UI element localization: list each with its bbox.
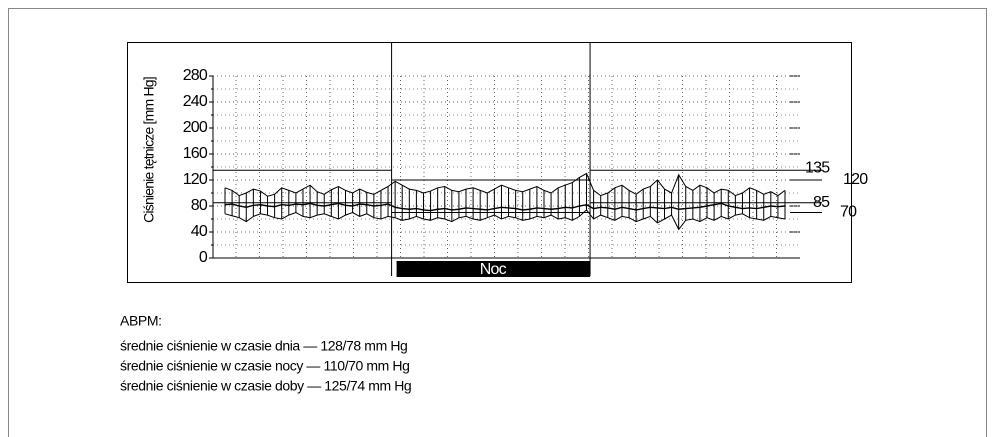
reference-label: 70 <box>840 204 857 221</box>
reference-label: 85 <box>813 194 830 211</box>
series-line <box>224 202 786 212</box>
y-tick-label: 120 <box>183 171 208 188</box>
y-axis-label: Ciśnienie tętnicze [mm Hg] <box>141 77 157 223</box>
y-tick-label: 0 <box>199 249 208 266</box>
panel-border <box>8 8 987 437</box>
y-tick-label: 80 <box>191 197 208 214</box>
y-tick-label: 240 <box>183 93 208 110</box>
y-tick-label: 40 <box>191 223 208 240</box>
reference-label: 135 <box>805 159 830 176</box>
night-bar <box>396 261 591 277</box>
caption-line: średnie ciśnienie w czasie doby — 125/74… <box>120 378 411 394</box>
series-line <box>224 209 786 231</box>
caption-line: średnie ciśnienie w czasie dnia — 128/78… <box>120 338 407 354</box>
series-line <box>224 172 786 197</box>
chart-frame <box>127 42 852 283</box>
caption-line: średnie ciśnienie w czasie nocy — 110/70… <box>120 358 409 374</box>
reference-label: 120 <box>843 171 868 188</box>
y-tick-label: 160 <box>183 145 208 162</box>
y-tick-label: 280 <box>183 67 208 84</box>
caption-heading: ABPM: <box>120 313 162 329</box>
night-label: Noc <box>480 261 507 278</box>
y-tick-label: 200 <box>183 119 208 136</box>
